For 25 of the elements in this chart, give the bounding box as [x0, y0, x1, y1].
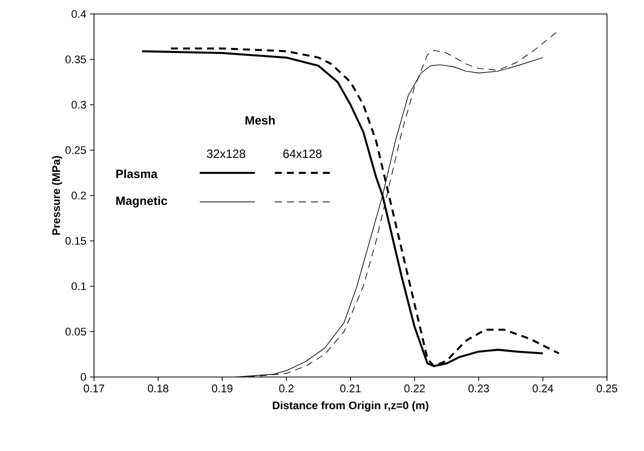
y-tick-label: 0.1 — [72, 282, 86, 290]
y-tick-label: 0.15 — [65, 236, 86, 245]
x-tick-label: 0.18 — [148, 384, 168, 392]
y-tick-label: 0.4 — [72, 10, 86, 18]
x-tick-label: 0.17 — [84, 384, 104, 392]
x-axis-title: Distance from Origin r,z=0 (m) — [272, 401, 428, 412]
y-axis-title: Pressure (MPa) — [52, 156, 62, 235]
y-tick-label: 0.25 — [65, 146, 86, 154]
y-tick-label: 0.2 — [72, 192, 86, 200]
x-tick-label: 0.21 — [340, 384, 361, 392]
x-tick-label: 0.23 — [468, 384, 489, 392]
x-tick-label: 0.22 — [404, 384, 425, 392]
x-tick-label: 0.2 — [279, 384, 294, 392]
y-tick-label: 0.3 — [72, 100, 86, 109]
x-tick-label: 0.19 — [212, 384, 232, 392]
x-tick-label: 0.24 — [532, 384, 554, 392]
y-tick-label: 0 — [80, 373, 86, 381]
annotation: Plasma — [116, 169, 158, 178]
y-tick-label: 0.05 — [65, 328, 86, 336]
annotation: 64x128 — [283, 150, 322, 158]
annotation: Mesh — [246, 116, 275, 125]
annotation: 32x128 — [206, 150, 246, 158]
x-tick-label: 0.25 — [596, 384, 618, 392]
y-tick-label: 0.35 — [65, 55, 86, 64]
annotation: Magnetic — [116, 196, 168, 208]
